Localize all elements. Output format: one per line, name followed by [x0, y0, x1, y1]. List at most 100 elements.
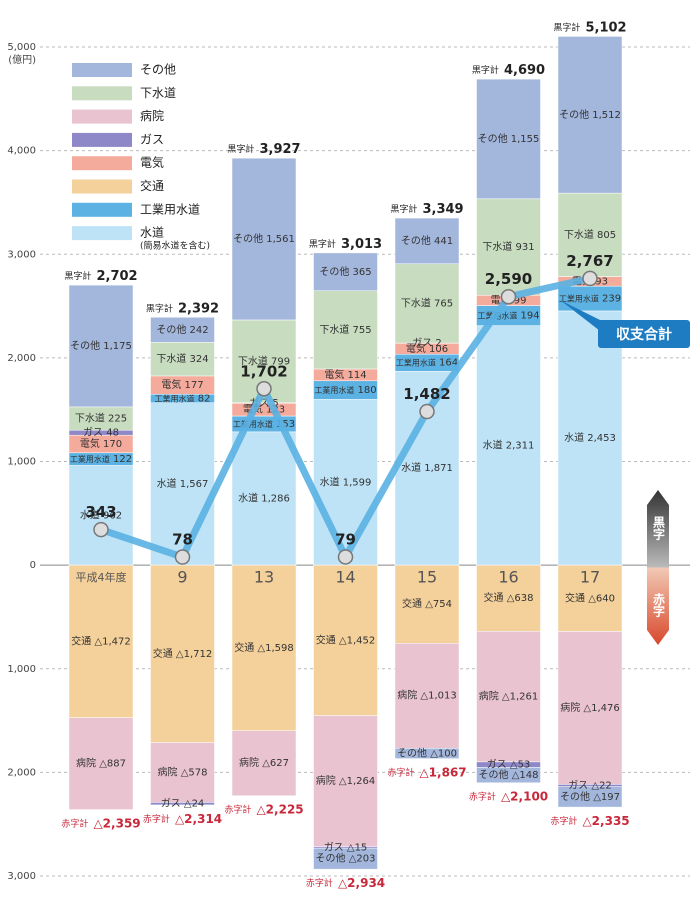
segment-label: 交通 △638	[484, 591, 534, 604]
segment-value: 2,453	[587, 433, 616, 444]
surplus-total: 黒字計 3,927	[227, 139, 300, 158]
segment-name: 工業用水道	[70, 454, 110, 464]
segment-label: その他 1,512	[559, 108, 621, 121]
segment-value: △203	[349, 854, 376, 865]
line-value-label: 2,767	[566, 252, 613, 270]
segment-value: 153	[276, 419, 295, 430]
line-name: 収支合計	[616, 326, 672, 343]
deficit-total-value: △2,934	[338, 876, 385, 890]
segment-name: 水道	[320, 475, 340, 488]
bar-segment	[150, 742, 215, 803]
surplus-total: 黒字計 2,392	[146, 298, 219, 317]
segment-value: 1,286	[261, 493, 290, 504]
segment-label: 下水道 799	[238, 354, 290, 367]
line-marker	[256, 381, 272, 397]
segment-label: その他 441	[401, 234, 453, 247]
segment-value: 164	[439, 358, 458, 369]
segment-label: ガス 48	[83, 427, 119, 439]
legend-swatch	[72, 63, 132, 77]
x-tick-label: 16	[498, 568, 518, 587]
surplus-total-name: 黒字計	[553, 21, 580, 33]
surplus-total: 黒字計 4,690	[472, 60, 545, 79]
segment-label: ガス △53	[487, 759, 531, 771]
legend-label: 下水道	[140, 86, 176, 100]
surplus-total-value: 3,349	[422, 202, 463, 217]
segment-value: 106	[429, 344, 448, 355]
bar-segment	[68, 717, 134, 810]
segment-name: その他	[156, 323, 186, 336]
surplus-total-name: 黒字計	[390, 203, 417, 215]
segment-value: 1,567	[180, 479, 209, 490]
y-tick-label: 4,000	[7, 146, 36, 157]
segment-name: ガス	[324, 841, 344, 853]
segment-label: 水道 2,311	[483, 438, 535, 451]
legend-label: 病院	[140, 108, 164, 123]
segment-value: 1,155	[511, 134, 540, 145]
legend-swatch	[72, 202, 132, 217]
surplus-total-name: 黒字計	[472, 64, 499, 76]
bar-segment	[313, 399, 378, 566]
segment-name: 水道	[401, 461, 421, 474]
segment-value: △887	[99, 759, 126, 770]
segment-name: ガス	[487, 759, 507, 771]
segment-name: 下水道	[75, 412, 105, 425]
segment-name: 下水道	[156, 352, 186, 365]
surplus-total-name: 黒字計	[309, 237, 336, 249]
bar-segment	[313, 290, 378, 370]
segment-name: ガス	[568, 780, 588, 792]
surplus-total-name: 黒字計	[146, 302, 173, 314]
bar-segment	[394, 263, 460, 344]
legend-swatch	[72, 132, 132, 147]
segment-name: 下水道	[238, 354, 268, 367]
segment-value: △1,476	[583, 703, 619, 714]
segment-label: 交通 △1,712	[153, 647, 213, 660]
unit-label: (億円)	[8, 53, 36, 66]
bar-segment	[150, 317, 215, 343]
segment-label: 水道 1,871	[401, 461, 453, 474]
segment-value: △1,598	[257, 643, 293, 654]
surplus-total: 黒字計 2,702	[64, 266, 137, 285]
segment-name: 工業用水道	[559, 293, 599, 303]
callout-box	[598, 320, 690, 348]
line-marker	[93, 521, 109, 538]
segment-value: 1,175	[103, 341, 132, 352]
bar-segment	[313, 564, 378, 716]
segment-label: 病院 △1,264	[316, 774, 376, 787]
x-tick-label: 15	[417, 568, 437, 587]
bar-segment	[150, 564, 215, 743]
segment-value: △100	[430, 748, 457, 759]
segment-value: 755	[353, 325, 372, 336]
segment-label: 電気 106	[406, 342, 448, 355]
legend-note: (簡易水道を含む)	[140, 240, 210, 252]
segment-value: △1,264	[339, 776, 375, 787]
segment-value: 194	[521, 311, 540, 322]
segment-value: 365	[353, 267, 372, 278]
bar-segment	[476, 198, 541, 296]
legend-swatch	[72, 179, 132, 194]
deficit-total-value: △2,314	[175, 811, 222, 825]
legend-label: 工業用水道	[140, 202, 200, 216]
segment-label: 下水道 755	[319, 323, 371, 336]
segment-label: その他 △100	[397, 746, 457, 759]
bar-segment	[557, 192, 623, 277]
segment-label: ガス △22	[568, 780, 612, 792]
surplus-total: 黒字計 3,349	[390, 199, 463, 218]
segment-value: 962	[103, 510, 122, 521]
segment-name: 下水道	[482, 240, 512, 253]
legend-label: 電気	[140, 155, 164, 170]
line-value-label: 1,702	[240, 362, 287, 380]
bar-segment	[557, 36, 623, 194]
bar-segment	[394, 643, 460, 749]
segment-value: 1,561	[266, 234, 295, 245]
deficit-total-name: 赤字計	[306, 877, 333, 889]
segment-value: △1,452	[339, 635, 375, 646]
segment-name: 電気	[161, 378, 181, 391]
segment-name: その他	[401, 234, 431, 247]
bar-segment	[313, 252, 378, 291]
segment-label: その他 1,175	[70, 339, 132, 352]
segment-name: 病院	[479, 690, 499, 703]
segment-name: 水道	[80, 508, 100, 521]
deficit-total-value: △2,225	[256, 802, 303, 816]
bar-segment	[313, 715, 378, 847]
segment-name: 水道	[157, 477, 177, 490]
